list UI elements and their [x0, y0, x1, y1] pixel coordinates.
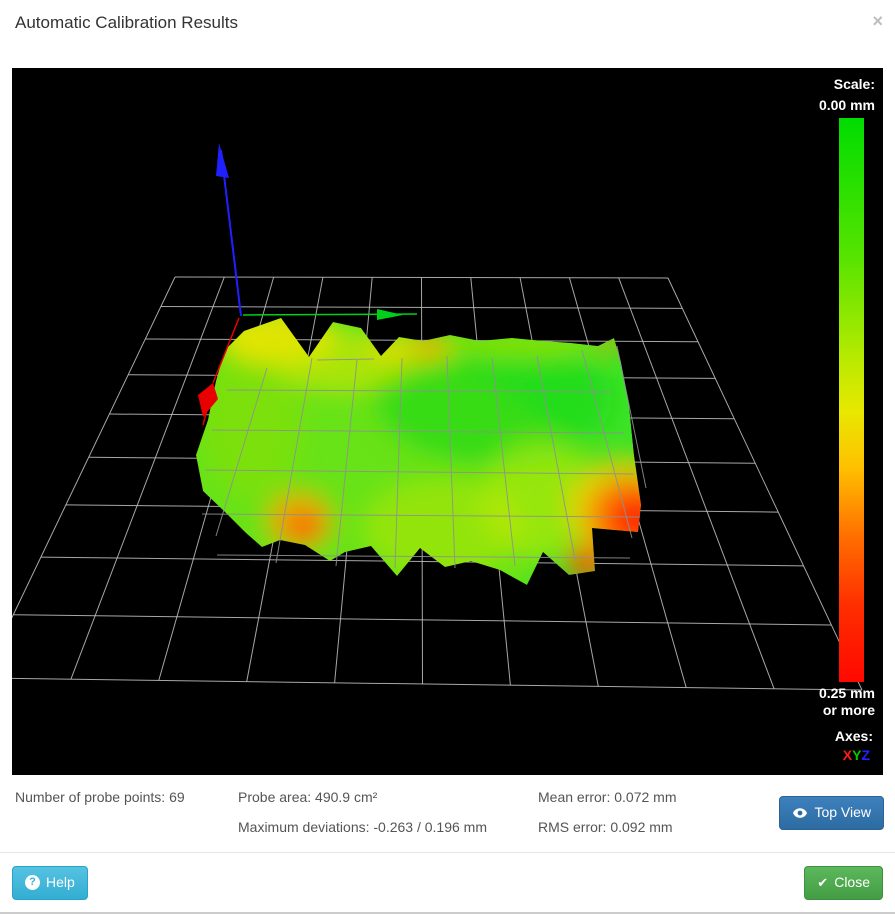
stat-probe-points: Number of probe points: 69	[15, 789, 185, 805]
close-icon[interactable]: ×	[872, 11, 883, 31]
close-label: Close	[834, 874, 870, 890]
help-label: Help	[46, 874, 75, 890]
axis-y-label: Y	[852, 747, 862, 763]
scale-min-caption: or more	[822, 702, 875, 718]
stat-rms-error: RMS error: 0.092 mm	[538, 819, 673, 835]
modal-bottom-edge	[0, 912, 895, 914]
question-icon: ?	[25, 875, 40, 891]
axis-x-label: X	[842, 747, 853, 763]
eye-icon	[792, 805, 808, 821]
stat-max-deviations: Maximum deviations: -0.263 / 0.196 mm	[238, 819, 487, 835]
stat-mean-error: Mean error: 0.072 mm	[538, 789, 677, 805]
help-button[interactable]: ? Help	[12, 866, 88, 900]
check-icon: ✔	[817, 874, 829, 890]
axis-z-label: Z	[861, 747, 870, 763]
modal-title: Automatic Calibration Results	[15, 13, 238, 32]
calibration-3d-view[interactable]: Scale: 0.00 mm 0.25 mm or more Axes: XYZ	[12, 68, 883, 775]
stat-probe-area: Probe area: 490.9 cm²	[238, 789, 378, 805]
scale-label: Scale:	[833, 76, 875, 92]
axes-xyz-legend: XYZ	[843, 747, 870, 763]
top-view-button[interactable]: Top View	[779, 796, 884, 830]
top-view-label: Top View	[814, 804, 871, 820]
footer-divider	[0, 852, 895, 853]
scale-min-value: 0.25 mm	[818, 685, 875, 701]
scale-max-value: 0.00 mm	[818, 97, 875, 113]
axes-label: Axes:	[834, 728, 873, 744]
close-button[interactable]: ✔ Close	[804, 866, 883, 900]
heightmap-canvas[interactable]	[12, 68, 883, 775]
